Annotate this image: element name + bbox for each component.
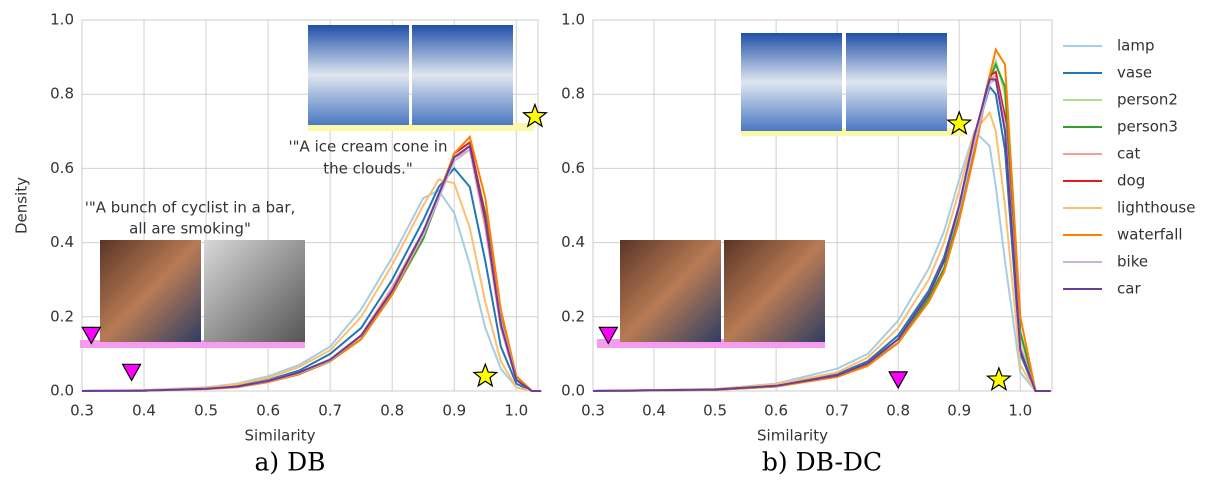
y-axis-label: Density [13,177,31,234]
triangle-marker [888,371,909,390]
annotation: '"A ice cream cone in [289,138,448,156]
y-tick-label: 0.4 [561,233,585,251]
star-marker [946,110,973,136]
image-strip [308,123,534,131]
legend-label: car [1117,280,1141,298]
image [724,240,825,342]
y-tick-label: 0.0 [50,382,74,400]
image [620,240,721,342]
legend-label: waterfall [1117,226,1183,244]
x-tick-label: 0.6 [256,402,280,420]
y-tick-label: 1.0 [561,11,585,29]
x-tick-label: 0.4 [132,402,156,420]
x-tick-label: 0.9 [947,402,971,420]
legend-label: person2 [1117,91,1178,109]
y-tick-label: 1.0 [50,11,74,29]
triangle-marker [81,326,102,345]
y-tick-label: 0.0 [561,382,585,400]
legend-label: lighthouse [1117,199,1195,217]
image-strip [597,339,825,348]
density-line [592,110,1051,392]
density-line [81,144,542,392]
y-tick-label: 0.6 [50,159,74,177]
y-tick-label: 0.8 [561,85,585,103]
caption: a) DB [254,448,325,477]
x-tick-label: 0.7 [825,402,849,420]
x-tick-label: 0.7 [318,402,342,420]
y-tick-label: 0.8 [50,85,74,103]
image [100,240,201,342]
density-line [81,178,542,392]
star-marker [985,366,1012,391]
star-marker [521,102,548,128]
legend-label: cat [1117,145,1140,163]
x-axis-label: Similarity [245,427,316,445]
image [412,25,513,125]
y-tick-label: 0.6 [561,159,585,177]
x-tick-label: 1.0 [504,402,528,420]
x-tick-label: 0.8 [886,402,910,420]
density-line [592,47,1051,392]
annotation: the clouds." [323,160,413,178]
caption: b) DB-DC [762,448,882,477]
x-tick-label: 0.5 [194,402,218,420]
y-tick-label: 0.4 [50,233,74,251]
plot-frame [81,19,539,392]
x-axis-label: Similarity [757,427,828,445]
markers [81,102,1012,391]
x-tick-label: 0.3 [70,402,94,420]
image [846,33,947,131]
x-tick-label: 0.6 [764,402,788,420]
density-line [592,129,1051,392]
images [80,25,965,348]
x-tick-label: 0.5 [703,402,727,420]
x-tick-label: 0.3 [581,402,605,420]
legend-label: dog [1117,172,1145,190]
legend-label: vase [1117,64,1152,82]
image [741,33,842,131]
x-tick-label: 0.8 [380,402,404,420]
image [204,240,305,342]
x-tick-label: 1.0 [1008,402,1032,420]
y-tick-label: 0.2 [561,307,585,325]
legend-label: person3 [1117,118,1178,136]
density-line [592,78,1051,392]
annotation: all are smoking" [129,220,251,238]
star-marker [472,362,499,388]
image-strip [741,128,965,136]
image-strip [80,340,305,348]
y-tick-label: 0.2 [50,307,74,325]
x-tick-label: 0.9 [442,402,466,420]
annotation: '"A bunch of cyclist in a bar, [85,199,296,217]
image [308,25,409,125]
legend-label: bike [1117,253,1148,271]
legend-label: lamp [1117,37,1155,55]
x-tick-label: 0.4 [642,402,666,420]
triangle-marker [121,363,142,382]
plot-frame [592,19,1053,392]
triangle-marker [598,326,619,345]
